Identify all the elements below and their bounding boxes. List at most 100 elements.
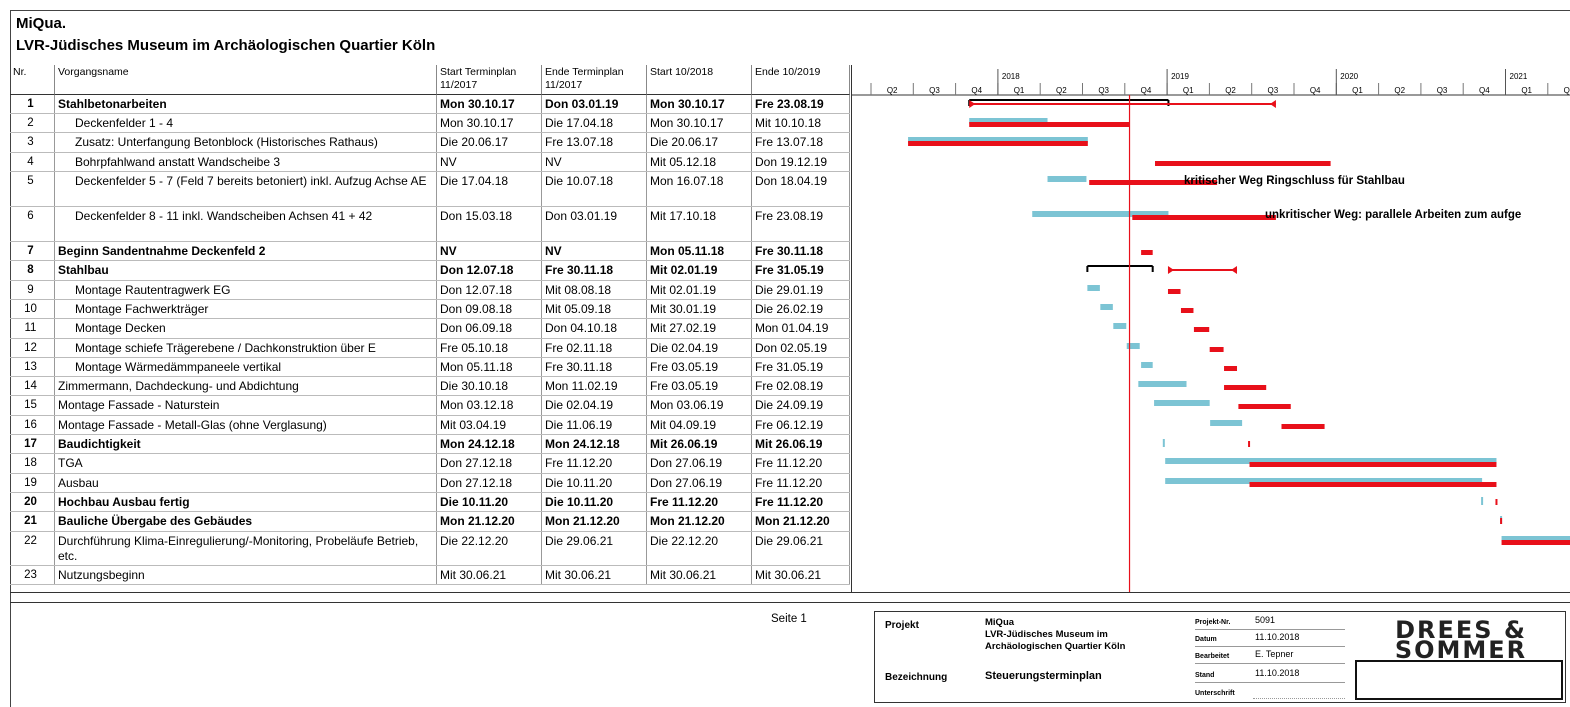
cell-end-current: Mon 01.04.19 xyxy=(752,319,850,338)
table-row[interactable]: 1 Stahlbetonarbeiten Mon 30.10.17 Don 03.01… xyxy=(10,95,850,114)
cell-end-plan: Fre 02.11.18 xyxy=(542,339,647,357)
cell-start-plan: NV xyxy=(437,153,542,171)
task-bar-plan xyxy=(1138,381,1187,387)
cell-end-current: Fre 31.05.19 xyxy=(752,261,850,280)
cell-end-plan: Mit 08.08.18 xyxy=(542,281,647,299)
cell-name: Stahlbau xyxy=(55,261,437,280)
unterschrift-label: Unterschrift xyxy=(1195,690,1235,697)
cell-start-plan: Mit 30.06.21 xyxy=(437,566,542,584)
cell-start-current: Mon 30.10.17 xyxy=(647,114,752,132)
table-row[interactable]: 3 Zusatz: Unterfangung Betonblock (Histor… xyxy=(10,133,850,153)
cell-end-current: Don 02.05.19 xyxy=(752,339,850,357)
cell-start-current: Fre 03.05.19 xyxy=(647,377,752,395)
table-row[interactable]: 5 Deckenfelder 5 - 7 (Feld 7 bereits beto… xyxy=(10,172,850,207)
cell-nr: 13 xyxy=(10,358,55,376)
cell-end-plan: Die 10.11.20 xyxy=(542,493,647,511)
table-row[interactable]: 14 Zimmermann, Dachdeckung- und Abdichtun… xyxy=(10,377,850,396)
table-row[interactable]: 19 Ausbau Don 27.12.18 Die 10.11.20 Don 27.0… xyxy=(10,474,850,493)
cell-start-current: Mon 30.10.17 xyxy=(647,95,752,113)
quarter-label: Q4 xyxy=(1141,86,1152,95)
cell-start-current: Mit 30.01.19 xyxy=(647,300,752,318)
cell-end-current: Mit 30.06.21 xyxy=(752,566,850,584)
cell-nr: 4 xyxy=(10,153,55,171)
task-bar-current xyxy=(1193,327,1210,332)
col-header-nr[interactable]: Nr. xyxy=(10,65,55,95)
cell-name: Zusatz: Unterfangung Betonblock (Histori… xyxy=(55,133,437,152)
task-bar-current xyxy=(1224,385,1267,390)
table-row[interactable]: 21 Bauliche Übergabe des Gebäudes Mon 21.1… xyxy=(10,512,850,532)
task-bar-current xyxy=(1501,540,1570,545)
task-bar-current xyxy=(969,122,1130,127)
table-row[interactable]: 23 Nutzungsbeginn Mit 30.06.21 Mit 30.06.21… xyxy=(10,566,850,585)
projekt-line3: Archäologischen Quartier Köln xyxy=(985,641,1126,652)
col-header-end-current[interactable]: Ende 10/2019 xyxy=(752,65,850,95)
projekt-nr-value: 5091 xyxy=(1255,615,1276,625)
table-row[interactable]: 8 Stahlbau Don 12.07.18 Fre 30.11.18 Mit 02.… xyxy=(10,261,850,281)
cell-end-plan: Fre 30.11.18 xyxy=(542,261,647,280)
year-label: 2018 xyxy=(1002,72,1020,81)
cell-nr: 11 xyxy=(10,319,55,338)
task-bar-plan xyxy=(969,118,1048,124)
table-row[interactable]: 2 Deckenfelder 1 - 4 Mon 30.10.17 Die 17.04… xyxy=(10,114,850,133)
cell-start-plan: Don 27.12.18 xyxy=(437,474,542,492)
task-bar-plan xyxy=(1501,536,1570,542)
bearbeitet-value: E. Tepner xyxy=(1255,649,1294,659)
table-row[interactable]: 15 Montage Fassade - Naturstein Mon 03.12.… xyxy=(10,396,850,416)
col-header-start-plan[interactable]: Start Terminplan 11/2017 xyxy=(437,65,542,95)
cell-end-current: Fre 31.05.19 xyxy=(752,358,850,376)
summary-bar-current-cap xyxy=(1231,266,1238,274)
year-label: 2019 xyxy=(1171,72,1189,81)
cell-start-plan: Die 20.06.17 xyxy=(437,133,542,152)
cell-start-plan: Don 09.08.18 xyxy=(437,300,542,318)
page-frame xyxy=(10,10,1570,707)
task-bar-plan xyxy=(1154,400,1210,406)
cell-end-plan: Mon 11.02.19 xyxy=(542,377,647,395)
cell-name: Deckenfelder 8 - 11 inkl. Wandscheiben A… xyxy=(55,207,437,241)
annotation-noncritical-path: unkritischer Weg: parallele Arbeiten zum… xyxy=(1265,209,1522,221)
col-header-end-plan[interactable]: Ende Terminplan 11/2017 xyxy=(542,65,647,95)
quarter-label: Q1 xyxy=(1352,86,1363,95)
table-row[interactable]: 4 Bohrpfahlwand anstatt Wandscheibe 3 NV NV… xyxy=(10,153,850,172)
table-row[interactable]: 18 TGA Don 27.12.18 Fre 11.12.20 Don 27.06.1… xyxy=(10,454,850,474)
cell-nr: 19 xyxy=(10,474,55,492)
cell-start-plan: Die 17.04.18 xyxy=(437,172,542,206)
task-bar-current xyxy=(908,141,1088,146)
cell-start-plan: Mon 30.10.17 xyxy=(437,95,542,113)
cell-name: Montage Fassade - Naturstein xyxy=(55,396,437,415)
table-row[interactable]: 6 Deckenfelder 8 - 11 inkl. Wandscheiben … xyxy=(10,207,850,242)
cell-name: Montage Fachwerkträger xyxy=(55,300,437,318)
cell-end-current: Fre 11.12.20 xyxy=(752,493,850,511)
table-row[interactable]: 10 Montage Fachwerkträger Don 09.08.18 Mit … xyxy=(10,300,850,319)
cell-start-plan: Die 10.11.20 xyxy=(437,493,542,511)
cell-end-current: Fre 02.08.19 xyxy=(752,377,850,395)
table-row[interactable]: 20 Hochbau Ausbau fertig Die 10.11.20 Die 1… xyxy=(10,493,850,512)
table-row[interactable]: 9 Montage Rautentragwerk EG Don 12.07.18 Mi… xyxy=(10,281,850,300)
cell-end-plan: NV xyxy=(542,242,647,260)
table-row[interactable]: 13 Montage Wärmedämmpaneele vertikal Mon 0… xyxy=(10,358,850,377)
quarter-label: Q2 xyxy=(1564,86,1570,95)
table-row[interactable]: 12 Montage schiefe Trägerebene / Dachkons… xyxy=(10,339,850,358)
cell-end-plan: Don 03.01.19 xyxy=(542,95,647,113)
cell-start-plan: Mon 24.12.18 xyxy=(437,435,542,453)
cell-nr: 10 xyxy=(10,300,55,318)
quarter-label: Q3 xyxy=(1268,86,1279,95)
table-row[interactable]: 16 Montage Fassade - Metall-Glas (ohne Ve… xyxy=(10,416,850,435)
page-number: Seite 1 xyxy=(771,613,807,625)
table-row[interactable]: 7 Beginn Sandentnahme Deckenfeld 2 NV NV Mon… xyxy=(10,242,850,261)
cell-nr: 1 xyxy=(10,95,55,113)
table-row[interactable]: 22 Durchführung Klima-Einregulierung/-Mon… xyxy=(10,532,850,566)
cell-start-current: Mit 17.10.18 xyxy=(647,207,752,241)
col-header-name[interactable]: Vorgangsname xyxy=(55,65,437,95)
task-bar-plan xyxy=(1126,343,1140,349)
cell-start-plan: Mon 21.12.20 xyxy=(437,512,542,531)
logo-line2: SOMMER xyxy=(1394,636,1528,664)
cell-name: Montage Fassade - Metall-Glas (ohne Verg… xyxy=(55,416,437,434)
task-bar-plan xyxy=(1113,323,1127,329)
table-row[interactable]: 17 Baudichtigkeit Mon 24.12.18 Mon 24.12.18… xyxy=(10,435,850,454)
quarter-label: Q4 xyxy=(1310,86,1321,95)
table-row[interactable]: 11 Montage Decken Don 06.09.18 Don 04.10.18… xyxy=(10,319,850,339)
milestone-plan xyxy=(1162,439,1165,447)
col-header-start-current[interactable]: Start 10/2018 xyxy=(647,65,752,95)
cell-end-current: Mon 21.12.20 xyxy=(752,512,850,531)
cell-end-current: Die 26.02.19 xyxy=(752,300,850,318)
